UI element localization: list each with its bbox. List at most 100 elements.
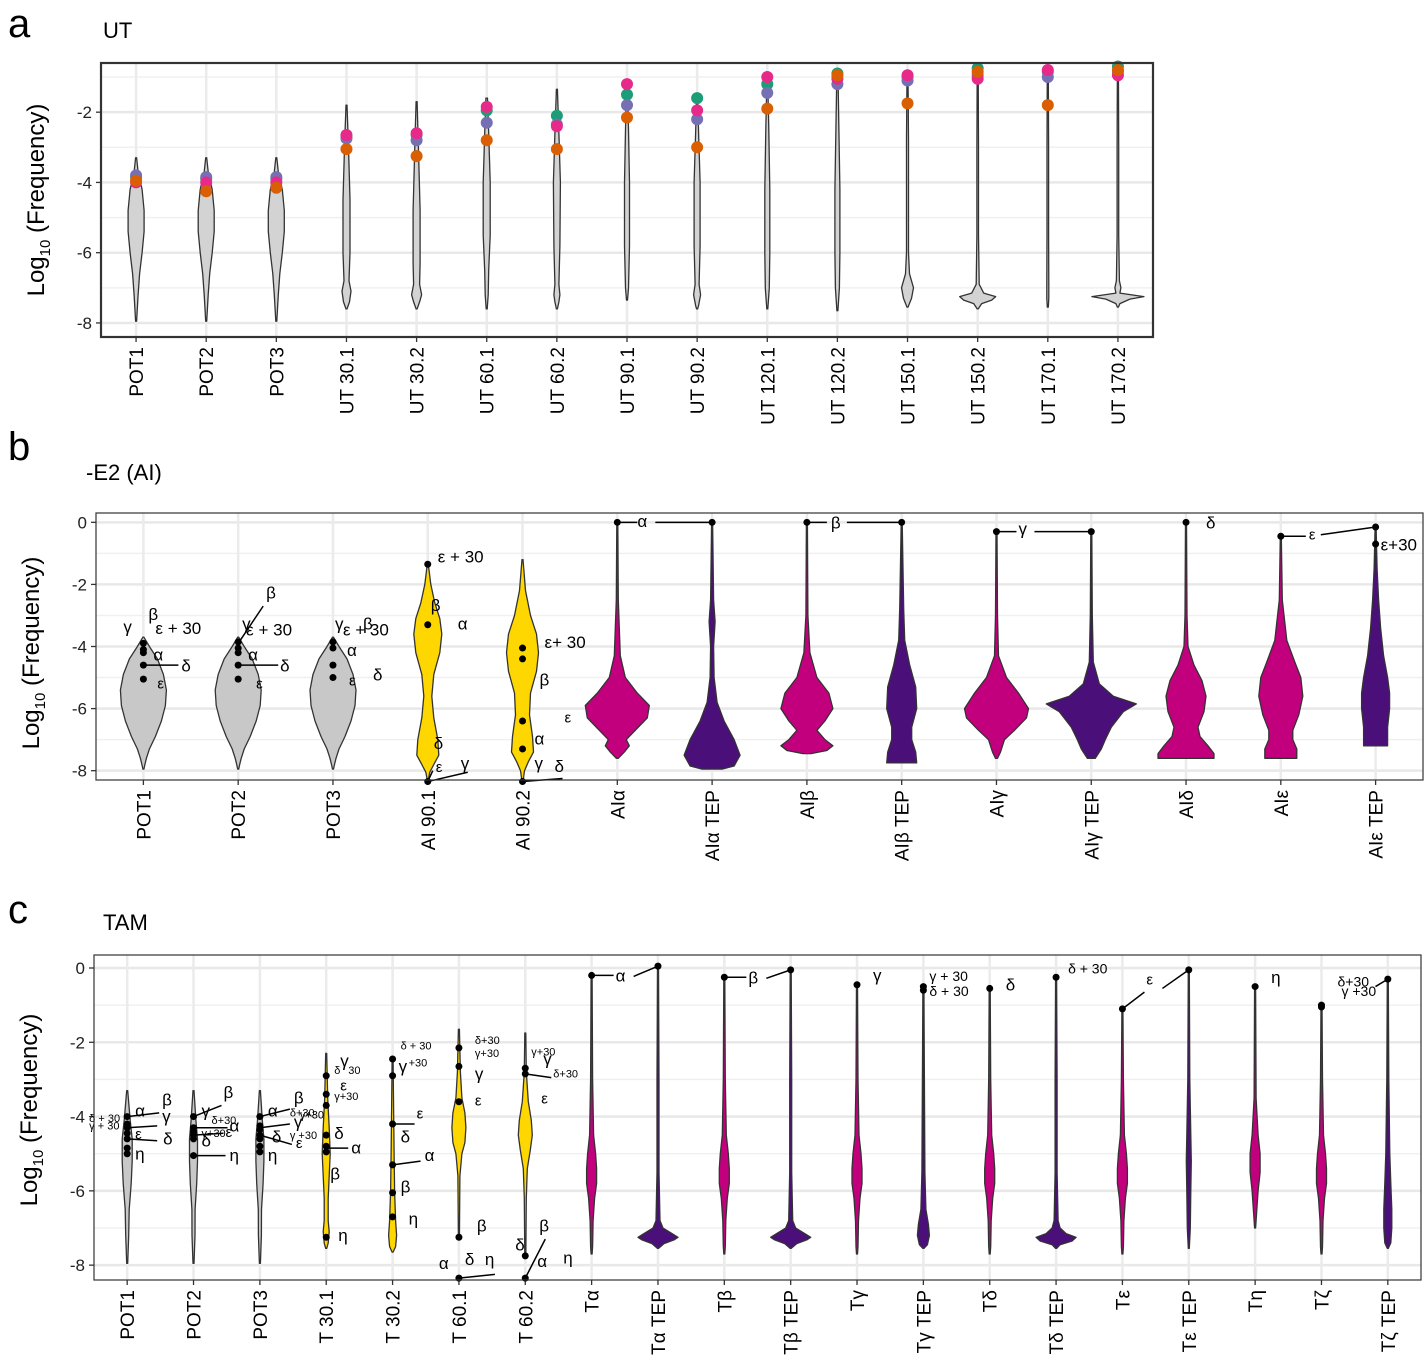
panel-c-x-tick-label: Tη bbox=[1246, 1290, 1267, 1312]
ut-violin bbox=[623, 83, 631, 301]
ut-point-orange bbox=[200, 185, 213, 198]
tam-label-beta: β bbox=[748, 968, 758, 987]
ut-violin bbox=[482, 97, 491, 310]
ut-point-purple bbox=[761, 86, 774, 99]
tam-label-line bbox=[392, 1160, 421, 1166]
ai-beta-violin bbox=[780, 521, 834, 755]
panel-b-x-tick-label: AIβ TEP bbox=[893, 790, 914, 861]
ai-alpha-violin bbox=[584, 521, 650, 759]
panel-c-x-tick-label: Tδ bbox=[981, 1290, 1002, 1312]
tam-top-point bbox=[853, 981, 861, 989]
panel-b-y-tick-label: -6 bbox=[72, 700, 87, 719]
panel-a-x-tick-label: POT1 bbox=[127, 347, 148, 397]
ut-point-purple bbox=[621, 99, 633, 112]
ut-violin bbox=[1046, 71, 1050, 308]
ai-epsilon-tep-violin bbox=[1360, 526, 1391, 747]
tam-label-gamma-30: γ +30 bbox=[290, 1130, 317, 1142]
ut-point-orange bbox=[1041, 99, 1054, 112]
tam-alpha-tep-violin bbox=[637, 965, 679, 1250]
tam-zeta-violin bbox=[1315, 1004, 1328, 1255]
panel-b-x-tick-label: AIε TEP bbox=[1367, 790, 1388, 859]
tam-label-delta-30: δ + 30 bbox=[1068, 961, 1108, 977]
panel-a-x-tick-label: UT 30.2 bbox=[408, 347, 429, 414]
ai-pot-point bbox=[234, 675, 242, 683]
tam-label-line bbox=[458, 1273, 496, 1279]
panel-c-x-tick-label: Tζ bbox=[1312, 1289, 1333, 1310]
ai-label-gamma: γ bbox=[123, 618, 132, 637]
tam-beta-violin bbox=[718, 976, 730, 1255]
panel-c-x-tick-label: T 30.1 bbox=[317, 1290, 338, 1344]
panel-title-a: UT bbox=[103, 18, 133, 43]
ai-label-epsilon: ε bbox=[256, 675, 263, 692]
tam-30-point bbox=[389, 1055, 397, 1063]
tam-label-alpha: α bbox=[616, 966, 626, 985]
panel-c-y-axis-title: Log10 (Frequency) bbox=[16, 1014, 47, 1207]
panel-b-x-tick-label: AIβ bbox=[798, 790, 819, 819]
panel-a-x-tick-label: UT 90.1 bbox=[618, 347, 639, 414]
tam-label-beta: β bbox=[224, 1083, 234, 1102]
panel-title-b: -E2 (AI) bbox=[86, 460, 162, 485]
tam-label-epsilon: ε bbox=[1146, 972, 1153, 989]
tam-label-line bbox=[127, 1112, 160, 1118]
ai-label-gamma: γ bbox=[461, 754, 470, 773]
tam-delta-tep-violin bbox=[1035, 976, 1077, 1250]
panel-c-y-tick-label: -2 bbox=[70, 1033, 85, 1052]
tam-label-line bbox=[193, 1104, 222, 1118]
ai-label-epsilon-30: ε + 30 bbox=[155, 619, 201, 638]
ai-pot-point bbox=[329, 644, 337, 652]
ai-label-beta: β bbox=[831, 514, 841, 533]
tam-label-gamma-30: +30 bbox=[409, 1057, 428, 1069]
ut-point-purple bbox=[691, 113, 704, 126]
tam-label-gamma-30: γ+30 bbox=[531, 1046, 555, 1058]
panel-c-y-tick-label: -6 bbox=[70, 1182, 85, 1201]
ut-violin bbox=[197, 157, 215, 322]
panel-a-x-tick-label: POT2 bbox=[197, 347, 218, 397]
panel-c-x-tick-label: T 30.2 bbox=[384, 1290, 405, 1344]
ai-pot-violin bbox=[119, 636, 168, 770]
ut-point-purple bbox=[480, 116, 493, 129]
ai-label-alpha: α bbox=[248, 645, 258, 664]
panel-b-x-tick-label: AIγ TEP bbox=[1082, 790, 1103, 860]
panel-a-x-tick-label: UT 170.1 bbox=[1039, 347, 1060, 425]
tam-label-delta-30: δ + 30 bbox=[89, 1113, 120, 1125]
tam-label-gamma: γ bbox=[202, 1102, 211, 1121]
panel-b-x-tick-label: POT2 bbox=[229, 790, 250, 840]
tam-30-point bbox=[322, 1233, 330, 1241]
panel-a-x-tick-label: UT 170.2 bbox=[1109, 347, 1130, 425]
panel-b-y-axis-title: Log10 (Frequency) bbox=[18, 557, 49, 750]
panel-letter-c: c bbox=[8, 888, 28, 932]
ut-point-orange bbox=[761, 102, 774, 115]
panel-a-x-tick-label: UT 90.2 bbox=[688, 347, 709, 414]
tam-label-gamma-30: γ+30 bbox=[475, 1048, 499, 1060]
ai-90-point bbox=[519, 655, 527, 663]
panel-b-x-tick-label: POT1 bbox=[134, 790, 155, 840]
panel-b-x-tick-label: AIα TEP bbox=[703, 790, 724, 861]
tam-label-beta: β bbox=[477, 1217, 487, 1236]
tam-top-point bbox=[1317, 1003, 1325, 1011]
tam-pot-point bbox=[256, 1148, 264, 1156]
ut-point-orange bbox=[340, 143, 353, 156]
ai-label-epsilon-30: ε + 30 bbox=[246, 621, 292, 640]
tam-60-point bbox=[455, 1098, 463, 1106]
ut-violin bbox=[410, 100, 423, 310]
tam-label-gamma: γ bbox=[543, 1050, 552, 1069]
ai-label-delta: δ bbox=[434, 734, 443, 753]
panel-c-x-tick-label: T 60.2 bbox=[516, 1290, 537, 1344]
ai-pot-point bbox=[329, 661, 337, 669]
tam-label-gamma-30: γ+30 bbox=[334, 1091, 358, 1103]
tam-label-eta: η bbox=[268, 1146, 277, 1165]
tam-label-delta: δ bbox=[515, 1235, 524, 1254]
ai-label-gamma: γ bbox=[335, 614, 344, 633]
ai-top-point bbox=[1182, 518, 1190, 526]
tam-label-delta: δ bbox=[163, 1129, 172, 1148]
tam-label-line bbox=[1375, 978, 1389, 988]
tam-pot-point bbox=[190, 1135, 198, 1143]
tam-label-beta: β bbox=[401, 1178, 411, 1197]
tam-60-point bbox=[455, 1044, 463, 1052]
ai-label-beta: β bbox=[540, 670, 550, 689]
ut-point-pink bbox=[761, 71, 774, 84]
ai-label-epsilon-30: ε + 30 bbox=[343, 621, 389, 640]
ai-90-point bbox=[519, 644, 527, 652]
tam-label-beta: β bbox=[330, 1165, 340, 1184]
ai-90-point bbox=[519, 717, 527, 725]
